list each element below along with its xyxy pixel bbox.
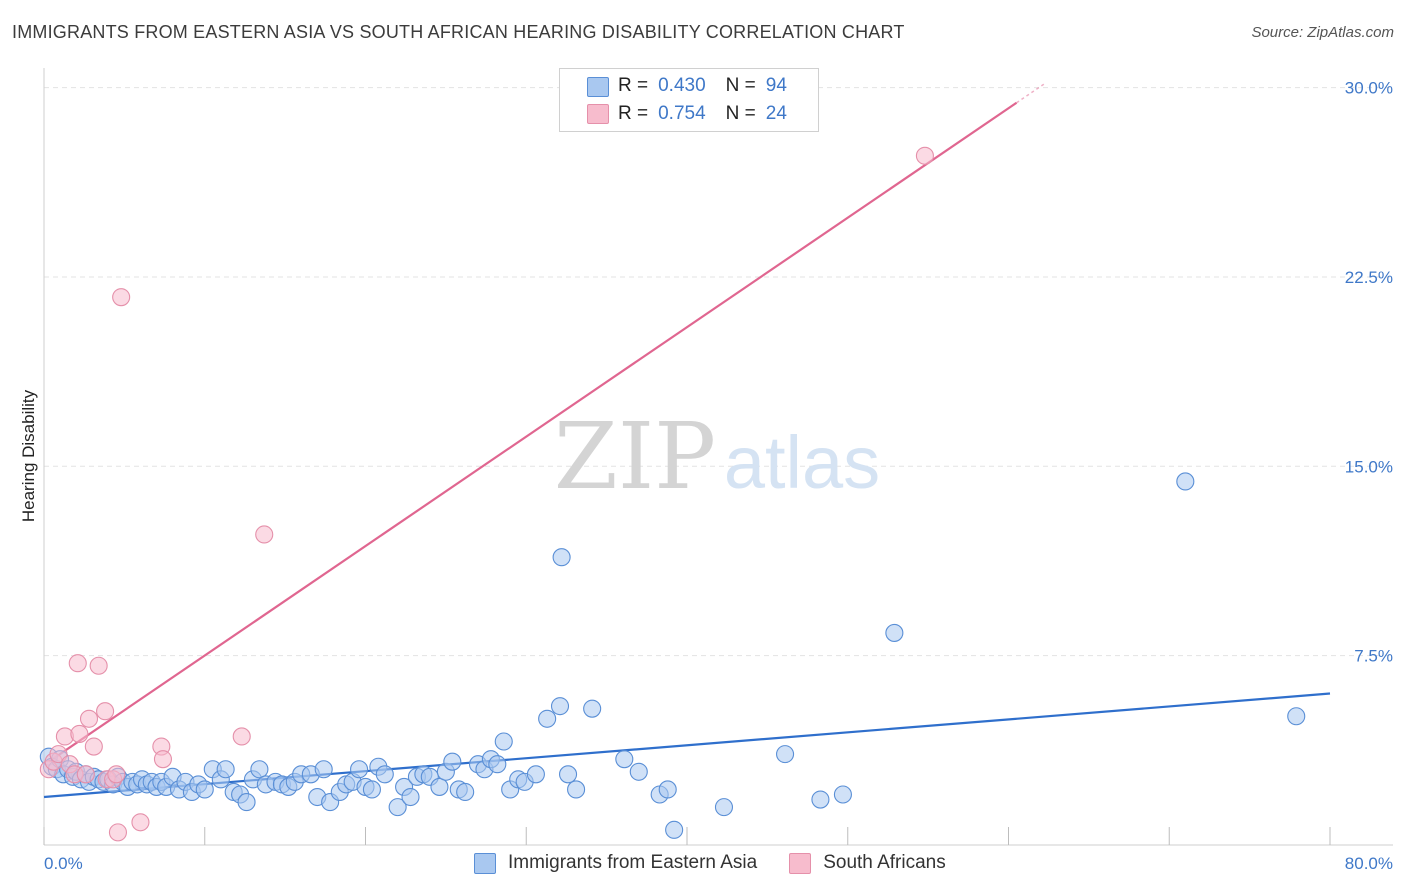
data-point-eastern-asia — [314, 760, 333, 779]
data-point-eastern-asia — [216, 760, 235, 779]
trend-line-eastern-asia — [43, 692, 1331, 799]
bottom-legend-label-blue: Immigrants from Eastern Asia — [508, 852, 758, 873]
data-point-eastern-asia — [558, 765, 578, 784]
data-point-south-african — [915, 146, 934, 165]
data-point-eastern-asia — [250, 760, 269, 779]
data-point-south-african — [76, 765, 95, 784]
data-point-south-african — [108, 823, 127, 842]
data-point-eastern-asia — [195, 780, 214, 799]
data-point-south-african — [131, 813, 150, 832]
legend-n-value: 24 — [765, 103, 787, 124]
data-point-eastern-asia — [658, 780, 677, 799]
y-tick-label: 30.0% — [1345, 79, 1393, 98]
legend-n-label: N = — [725, 103, 756, 124]
data-point-eastern-asia — [833, 785, 852, 804]
data-point-eastern-asia — [665, 820, 684, 839]
data-point-eastern-asia — [811, 790, 830, 809]
legend-swatch-blue — [587, 77, 609, 97]
legend-row-blue: R = 0.430 N = 94 — [618, 74, 787, 98]
x-tick-label-min: 0.0% — [44, 854, 83, 873]
data-point-eastern-asia — [629, 762, 648, 781]
chart-title: IMMIGRANTS FROM EASTERN ASIA VS SOUTH AF… — [12, 22, 905, 42]
y-tick-labels: 7.5% 15.0% 22.5% 30.0% — [1345, 79, 1393, 666]
data-point-south-african — [49, 745, 68, 764]
trend-line-south-africans — [48, 101, 1018, 763]
y-tick-label: 15.0% — [1345, 457, 1393, 476]
data-point-eastern-asia — [494, 732, 513, 751]
data-point-eastern-asia — [430, 777, 449, 796]
data-point-eastern-asia — [350, 760, 369, 779]
data-point-eastern-asia — [456, 782, 475, 802]
legend-r-label: R = — [618, 103, 649, 124]
data-point-south-african — [68, 654, 87, 673]
data-point-eastern-asia — [362, 780, 381, 799]
data-point-eastern-asia — [567, 780, 586, 799]
y-tick-label: 7.5% — [1354, 647, 1393, 666]
data-point-south-african — [96, 702, 115, 721]
data-point-eastern-asia — [488, 755, 507, 774]
data-point-eastern-asia — [526, 765, 545, 784]
data-point-south-african — [70, 724, 89, 743]
data-point-eastern-asia — [237, 793, 256, 812]
data-point-eastern-asia — [1287, 707, 1306, 726]
bottom-legend-swatch-pink — [789, 852, 812, 874]
bottom-legend-swatch-blue — [474, 852, 496, 874]
y-axis-label: Hearing Disability — [19, 389, 38, 522]
data-point-south-african — [232, 727, 251, 746]
legend-r-label: R = — [618, 75, 649, 96]
legend-n-value: 94 — [765, 75, 787, 96]
data-point-south-african — [107, 765, 126, 784]
legend-r-value: 0.430 — [658, 75, 706, 96]
data-point-eastern-asia — [538, 709, 557, 728]
data-point-eastern-asia — [550, 697, 570, 716]
data-point-eastern-asia — [885, 623, 904, 642]
source-credit: Source: ZipAtlas.com — [1251, 24, 1394, 41]
data-point-eastern-asia — [443, 752, 462, 771]
data-point-eastern-asia — [552, 548, 571, 567]
data-point-eastern-asia — [776, 745, 795, 764]
bottom-legend: Immigrants from Eastern Asia South Afric… — [474, 852, 946, 874]
data-point-eastern-asia — [375, 765, 394, 784]
trend-line-extension — [1016, 82, 1046, 104]
legend-r-value: 0.754 — [658, 103, 706, 124]
legend: R = 0.430 N = 94 R = 0.754 N = 24 — [559, 68, 819, 132]
bottom-legend-label-pink: South Africans — [823, 852, 946, 873]
data-points — [39, 146, 1306, 842]
axes — [43, 68, 1393, 846]
watermark-atlas: atlas — [724, 421, 880, 504]
data-point-eastern-asia — [401, 787, 420, 807]
data-point-south-african — [112, 288, 131, 307]
data-point-south-african — [89, 656, 108, 675]
data-point-south-african — [153, 750, 173, 769]
legend-n-label: N = — [725, 75, 756, 96]
data-point-south-african — [84, 737, 103, 756]
data-point-south-african — [255, 525, 274, 544]
y-tick-label: 22.5% — [1345, 268, 1393, 287]
x-tick-label-max: 80.0% — [1345, 854, 1393, 873]
gridlines — [44, 87, 1393, 657]
data-point-south-african — [79, 709, 99, 728]
data-point-eastern-asia — [1176, 472, 1195, 491]
watermark-zip: ZIP — [554, 403, 716, 510]
data-point-eastern-asia — [388, 798, 407, 817]
data-point-eastern-asia — [583, 699, 602, 718]
data-point-eastern-asia — [714, 798, 734, 817]
legend-swatch-pink — [587, 104, 609, 124]
data-point-eastern-asia — [615, 750, 634, 769]
legend-row-pink: R = 0.754 N = 24 — [618, 102, 787, 126]
